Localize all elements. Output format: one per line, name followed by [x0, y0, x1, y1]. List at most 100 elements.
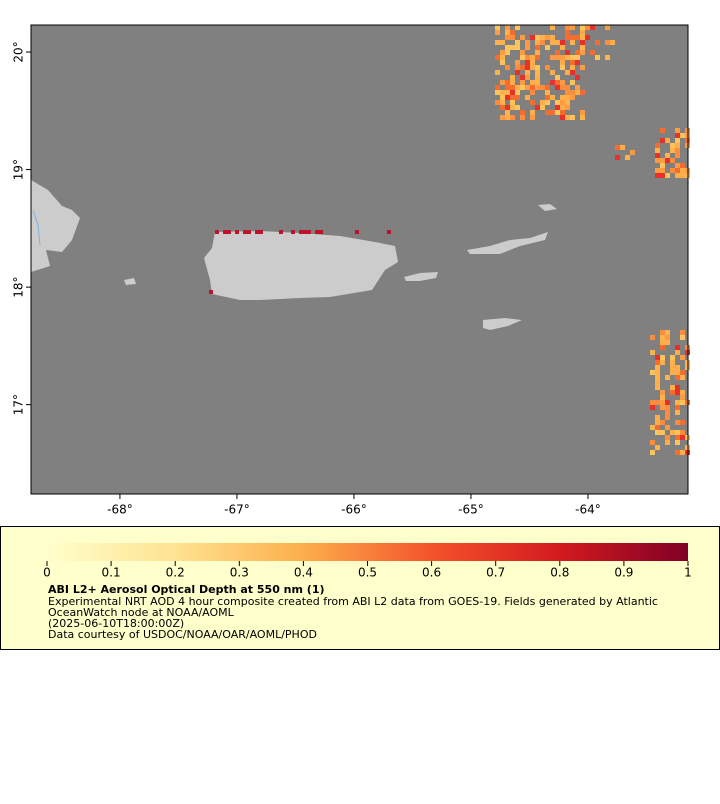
aerosol-pixel [565, 50, 570, 55]
aerosol-pixel [555, 75, 560, 80]
aerosol-pixel [525, 55, 530, 60]
aerosol-pixel [660, 330, 665, 335]
coast-pixel [243, 230, 247, 234]
aerosol-pixel [535, 55, 540, 60]
aerosol-pixel [565, 55, 570, 60]
aerosol-pixel [530, 55, 535, 60]
aerosol-pixel [560, 45, 565, 50]
aerosol-pixel [535, 65, 540, 70]
aerosol-pixel [680, 163, 685, 168]
coast-pixel [215, 230, 219, 234]
aerosol-pixel [550, 55, 555, 60]
aerosol-pixel [580, 35, 585, 40]
colorbar-tick-label: 1 [684, 566, 692, 580]
legend-text: Experimental NRT AOD 4 hour composite cr… [48, 595, 658, 608]
colorbar-tick-label: 0.6 [422, 566, 441, 580]
coast-pixel [209, 290, 213, 294]
aerosol-pixel [545, 100, 550, 105]
aerosol-pixel [495, 70, 500, 75]
aerosol-pixel [530, 60, 535, 65]
coast-pixel [223, 230, 227, 234]
aerosol-pixel [670, 168, 675, 173]
aerosol-pixel [525, 60, 530, 65]
aerosol-pixel [675, 400, 680, 405]
coast-pixel [319, 230, 323, 234]
aerosol-pixel [525, 65, 530, 70]
aerosol-pixel [580, 40, 585, 45]
aerosol-pixel [655, 420, 660, 425]
aerosol-pixel [560, 110, 565, 115]
aerosol-pixel [545, 90, 550, 95]
aerosol-pixel [495, 55, 500, 60]
aerosol-pixel [515, 60, 520, 65]
aerosol-pixel [505, 80, 510, 85]
aerosol-pixel [545, 110, 550, 115]
aerosol-pixel [675, 350, 680, 355]
aerosol-pixel [510, 45, 515, 50]
aerosol-pixel [680, 330, 685, 335]
aerosol-pixel [525, 40, 530, 45]
aerosol-pixel [565, 30, 570, 35]
aerosol-pixel [570, 60, 575, 65]
aerosol-pixel [550, 95, 555, 100]
aerosol-pixel [565, 105, 570, 110]
aerosol-pixel [620, 145, 625, 150]
aerosol-pixel [560, 55, 565, 60]
aerosol-pixel [560, 95, 565, 100]
aerosol-pixel [495, 100, 500, 105]
aerosol-pixel [665, 340, 670, 345]
aerosol-pixel [510, 75, 515, 80]
land [31, 180, 557, 330]
y-tick-label: 20° [12, 41, 26, 62]
aerosol-pixel [520, 35, 525, 40]
aerosol-pixel [550, 110, 555, 115]
aerosol-pixel [660, 335, 665, 340]
aerosol-pixel [505, 105, 510, 110]
aerosol-pixel [535, 40, 540, 45]
colorbar-tick-label: 0.8 [550, 566, 569, 580]
aerosol-pixel [655, 425, 660, 430]
aerosol-pixel [500, 100, 505, 105]
aerosol-pixel [665, 415, 670, 420]
y-tick-label: 18° [12, 276, 26, 297]
aerosol-pixel [530, 100, 535, 105]
aerosol-pixel [660, 430, 665, 435]
aerosol-pixel [665, 435, 670, 440]
aerosol-pixel [560, 100, 565, 105]
legend-text: Data courtesy of USDOC/NOAA/OAR/AOML/PHO… [48, 628, 317, 641]
aerosol-pixel [565, 115, 570, 120]
aerosol-pixel [530, 90, 535, 95]
aerosol-pixel [625, 155, 630, 160]
aerosol-pixel [660, 163, 665, 168]
aerosol-pixel [665, 335, 670, 340]
river [32, 209, 41, 246]
aerosol-pixel [515, 65, 520, 70]
aerosol-pixel [575, 60, 580, 65]
aerosol-pixel [535, 50, 540, 55]
aerosol-pixel [655, 360, 660, 365]
aerosol-pixel [680, 173, 685, 178]
aerosol-pixel [565, 85, 570, 90]
aerosol-pixel [655, 355, 660, 360]
aerosol-pixel [580, 115, 585, 120]
coast-pixel [291, 230, 295, 234]
aerosol-pixel [550, 25, 555, 30]
aerosol-pixel [510, 100, 515, 105]
aerosol-pixel [570, 90, 575, 95]
aerosol-pixel [575, 35, 580, 40]
aerosol-pixel [515, 40, 520, 45]
aerosol-pixel [545, 35, 550, 40]
aerosol-pixel [545, 85, 550, 90]
aerosol-pixel [680, 133, 685, 138]
colorbar-tick-label: 0.4 [294, 566, 313, 580]
aerosol-pixel [550, 80, 555, 85]
aerosol-pixel [555, 50, 560, 55]
aerosol-pixel [505, 45, 510, 50]
aerosol-pixel [495, 85, 500, 90]
aerosol-pixel [575, 50, 580, 55]
aerosol-pixel [670, 158, 675, 163]
coast-pixel [355, 230, 359, 234]
aerosol-pixel [630, 150, 635, 155]
aerosol-pixel [655, 430, 660, 435]
aerosol-pixel [655, 168, 660, 173]
